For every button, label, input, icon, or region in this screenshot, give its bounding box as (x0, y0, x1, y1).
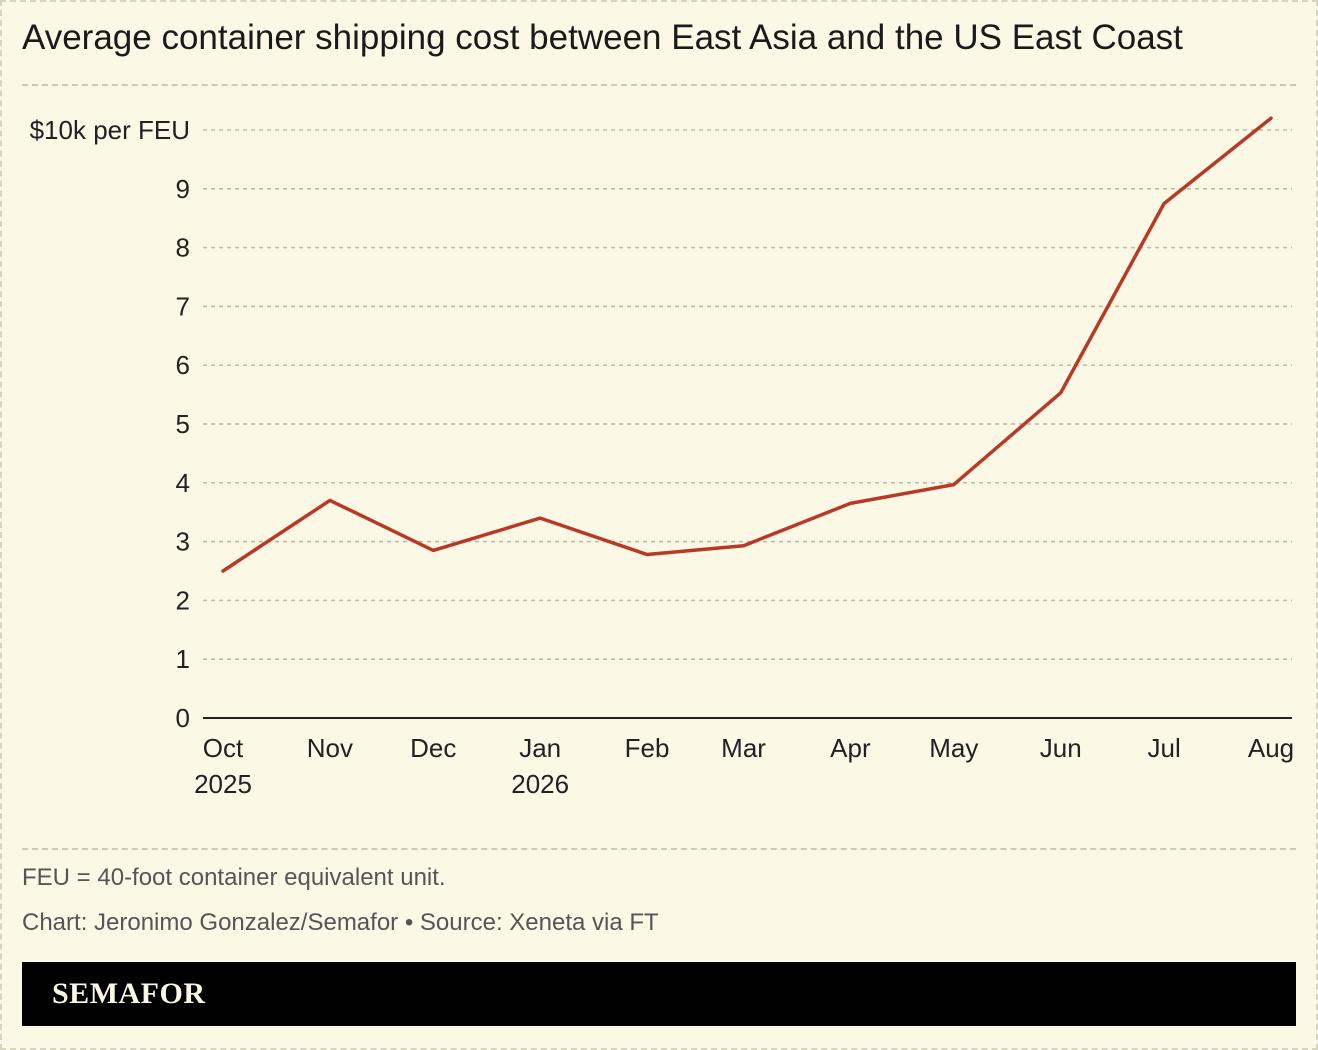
y-tick-label: 8 (176, 233, 190, 263)
y-tick-label: 1 (176, 644, 190, 674)
x-tick-label: Aug (1248, 733, 1294, 763)
y-tick-label: 4 (176, 468, 190, 498)
brand-footer: SEMAFOR (22, 962, 1296, 1026)
x-tick-label: Jun (1040, 733, 1082, 763)
credit-note: Chart: Jeronimo Gonzalez/Semafor • Sourc… (22, 909, 659, 936)
y-tick-label: 2 (176, 585, 190, 615)
x-tick-year-label: 2025 (194, 769, 252, 799)
y-tick-label: 6 (176, 350, 190, 380)
definition-note: FEU = 40-foot container equivalent unit. (22, 864, 446, 891)
x-tick-label: Jan (519, 733, 561, 763)
y-tick-label: 9 (176, 174, 190, 204)
x-tick-label: Apr (830, 733, 871, 763)
y-tick-label: 5 (176, 409, 190, 439)
x-tick-label: Dec (410, 733, 456, 763)
y-tick-label: 0 (176, 703, 190, 733)
y-tick-label: 7 (176, 291, 190, 321)
x-tick-year-label: 2026 (511, 769, 569, 799)
notes-divider (22, 848, 1296, 850)
y-tick-label: 3 (176, 527, 190, 557)
x-tick-label: Oct (203, 733, 244, 763)
series-line (221, 116, 1273, 573)
x-tick-label: Feb (625, 733, 670, 763)
chart-title: Average container shipping cost between … (22, 18, 1183, 57)
line-chart: 0 1 2 3 4 5 6 7 8 9 $10k per FEU Oct 2025 Nov Dec Jan 20… (30, 115, 1295, 799)
title-divider (22, 84, 1296, 86)
x-tick-label: May (929, 733, 978, 763)
x-tick-label: Nov (307, 733, 353, 763)
y-tick-label: $10k per FEU (30, 115, 190, 145)
semafor-logo: SEMAFOR (52, 977, 206, 1010)
x-tick-label: Mar (721, 733, 766, 763)
x-tick-label: Jul (1148, 733, 1181, 763)
